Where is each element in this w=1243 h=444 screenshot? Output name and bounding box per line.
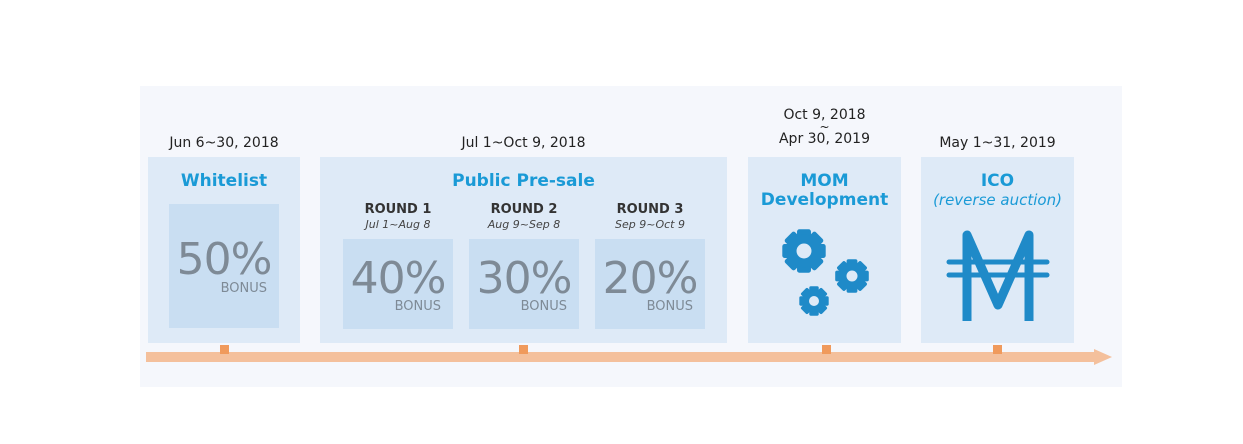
mom-coin-icon xyxy=(946,230,1050,321)
ico-box: ICO (reverse auction) xyxy=(921,157,1074,343)
timeline-arrow xyxy=(146,352,1098,362)
whitelist-bonus-card: 50% BONUS xyxy=(169,204,279,328)
round-1-header: ROUND 1 Jul 1~Aug 8 xyxy=(343,202,453,232)
ico-title-text: ICO xyxy=(980,171,1015,191)
mom-box: MOM Development xyxy=(748,157,901,343)
mom-date-start: Oct 9, 2018 xyxy=(783,107,866,123)
presale-date: Jul 1~Oct 9, 2018 xyxy=(461,135,586,151)
mom-date-end: Apr 30, 2019 xyxy=(778,131,870,147)
round-dates: Aug 9~Sep 8 xyxy=(487,218,561,231)
whitelist-title: Whitelist xyxy=(180,171,268,191)
bonus-percent: 30% xyxy=(476,253,573,304)
timeline-tick-whitelist xyxy=(220,345,229,354)
round-2-bonus-card: 30% BONUS xyxy=(469,239,579,329)
timeline-tick-presale xyxy=(519,345,528,354)
bonus-label: BONUS xyxy=(394,299,441,314)
ico-title: ICO (reverse auction) xyxy=(921,172,1074,210)
ico-subtitle: (reverse auction) xyxy=(933,191,1062,209)
timeline-tick-ico xyxy=(993,345,1002,354)
round-1-bonus-card: 40% BONUS xyxy=(343,239,453,329)
round-name: ROUND 3 xyxy=(616,202,684,217)
round-3-bonus-card: 20% BONUS xyxy=(595,239,705,329)
presale-title: Public Pre-sale xyxy=(452,171,595,191)
round-dates: Sep 9~Oct 9 xyxy=(615,218,685,231)
bonus-percent: 50% xyxy=(176,234,273,285)
mom-title-line1: MOM xyxy=(800,171,849,191)
round-dates: Jul 1~Aug 8 xyxy=(365,218,431,231)
mom-title-line2: Development xyxy=(760,190,889,210)
bonus-percent: 20% xyxy=(602,253,699,304)
gears-icon xyxy=(782,229,869,316)
mom-title: MOM Development xyxy=(748,172,901,210)
bonus-label: BONUS xyxy=(220,281,267,296)
bonus-percent: 40% xyxy=(350,253,447,304)
mom-date-separator: ~ xyxy=(819,120,830,134)
round-3-header: ROUND 3 Sep 9~Oct 9 xyxy=(595,202,705,232)
presale-box: Public Pre-sale ROUND 1 Jul 1~Aug 8 40% … xyxy=(320,157,727,343)
round-2-header: ROUND 2 Aug 9~Sep 8 xyxy=(469,202,579,232)
whitelist-box: Whitelist 50% BONUS xyxy=(148,157,300,343)
round-name: ROUND 1 xyxy=(364,202,432,217)
round-name: ROUND 2 xyxy=(490,202,558,217)
timeline-tick-mom xyxy=(822,345,831,354)
mom-date: Oct 9, 2018 ~ Apr 30, 2019 xyxy=(748,106,901,148)
bonus-label: BONUS xyxy=(520,299,567,314)
bonus-label: BONUS xyxy=(646,299,693,314)
ico-date: May 1~31, 2019 xyxy=(939,135,1056,151)
whitelist-date: Jun 6~30, 2018 xyxy=(169,135,279,151)
timeline-arrowhead xyxy=(1094,349,1112,365)
